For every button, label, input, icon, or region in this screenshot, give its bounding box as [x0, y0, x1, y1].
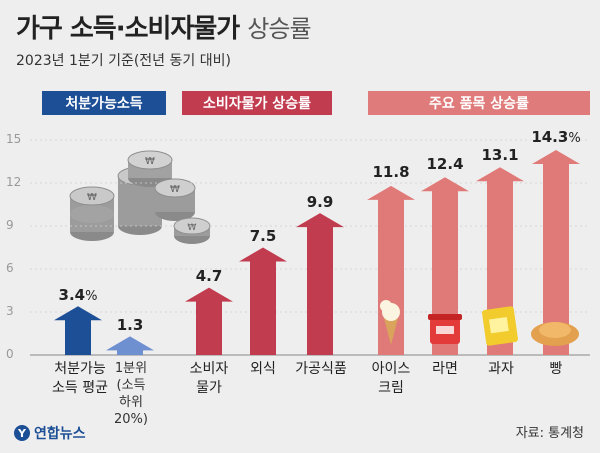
data-label-bread: 14.3%: [531, 128, 581, 146]
x-label-income-q1: 1분위 (소득 하위 20%): [114, 361, 148, 427]
data-label-icecream: 11.8: [372, 163, 410, 181]
bar-income-avg: [54, 306, 102, 355]
bar-processed: [296, 213, 344, 355]
source-credit: 자료: 통계청: [515, 426, 584, 441]
svg-text:₩: ₩: [170, 184, 180, 195]
svg-text:₩: ₩: [145, 156, 155, 167]
coins-illustration: ₩ ₩ ₩ ₩ ₩: [69, 150, 211, 244]
bar-income-q1: [106, 336, 154, 355]
x-label-icecream: 아이스 크림: [371, 361, 411, 396]
x-label-cpi: 소비자 물가: [189, 361, 229, 396]
svg-text:₩: ₩: [87, 192, 97, 203]
ramen-icon: [428, 314, 462, 344]
page-title: 가구 소득·소비자물가 상승률: [16, 8, 312, 45]
svg-text:₩: ₩: [188, 223, 197, 233]
icecream-icon: [380, 300, 400, 345]
y-tick-label: 0: [6, 347, 14, 361]
x-label-ramen: 라면: [432, 361, 458, 377]
x-label-bread: 빵: [549, 361, 563, 377]
data-label-cpi: 4.7: [195, 267, 223, 285]
snack-icon: [482, 306, 518, 346]
data-label-income-q1: 1.3: [116, 316, 144, 334]
logo-mark-icon: Y: [14, 425, 30, 441]
bar-cpi: [185, 287, 233, 355]
data-label-dining: 7.5: [249, 227, 277, 245]
logo: Y 연합뉴스: [14, 423, 86, 443]
subtitle: 2023년 1분기 기준(전년 동기 대비): [16, 53, 231, 69]
section-header-income: 처분가능소득: [42, 91, 166, 115]
x-label-snack: 과자: [488, 361, 514, 377]
y-tick-label: 3: [6, 304, 14, 318]
x-label-processed: 가공식품: [295, 361, 347, 377]
x-label-dining: 외식: [250, 361, 276, 377]
data-label-snack: 13.1: [481, 146, 519, 164]
section-header-items: 주요 품목 상승률: [368, 91, 590, 115]
coin-icon: ₩: [69, 186, 115, 241]
bar-bread: [532, 150, 580, 355]
x-label-income-avg: 처분가능 소득 평균: [52, 361, 108, 396]
bar-ramen: [421, 177, 469, 355]
logo-text: 연합뉴스: [34, 426, 86, 442]
data-label-ramen: 12.4: [426, 155, 464, 173]
bar-icecream: [367, 185, 415, 355]
coin-icon: ₩: [154, 178, 196, 221]
y-tick-label: 12: [6, 175, 22, 189]
data-label-income-avg: 3.4%: [58, 286, 98, 304]
y-tick-label: 15: [6, 132, 22, 146]
bars: [54, 150, 580, 355]
y-tick-label: 9: [6, 218, 14, 232]
bar-dining: [239, 247, 287, 355]
y-tick-label: 6: [6, 261, 14, 275]
data-label-processed: 9.9: [306, 193, 334, 211]
coin-icon: ₩: [173, 217, 211, 244]
section-header-cpi: 소비자물가 상승률: [182, 91, 332, 115]
bread-icon: [531, 322, 579, 346]
title-sub: 상승률: [247, 15, 311, 43]
title-main: 가구 소득·소비자물가: [16, 14, 240, 44]
